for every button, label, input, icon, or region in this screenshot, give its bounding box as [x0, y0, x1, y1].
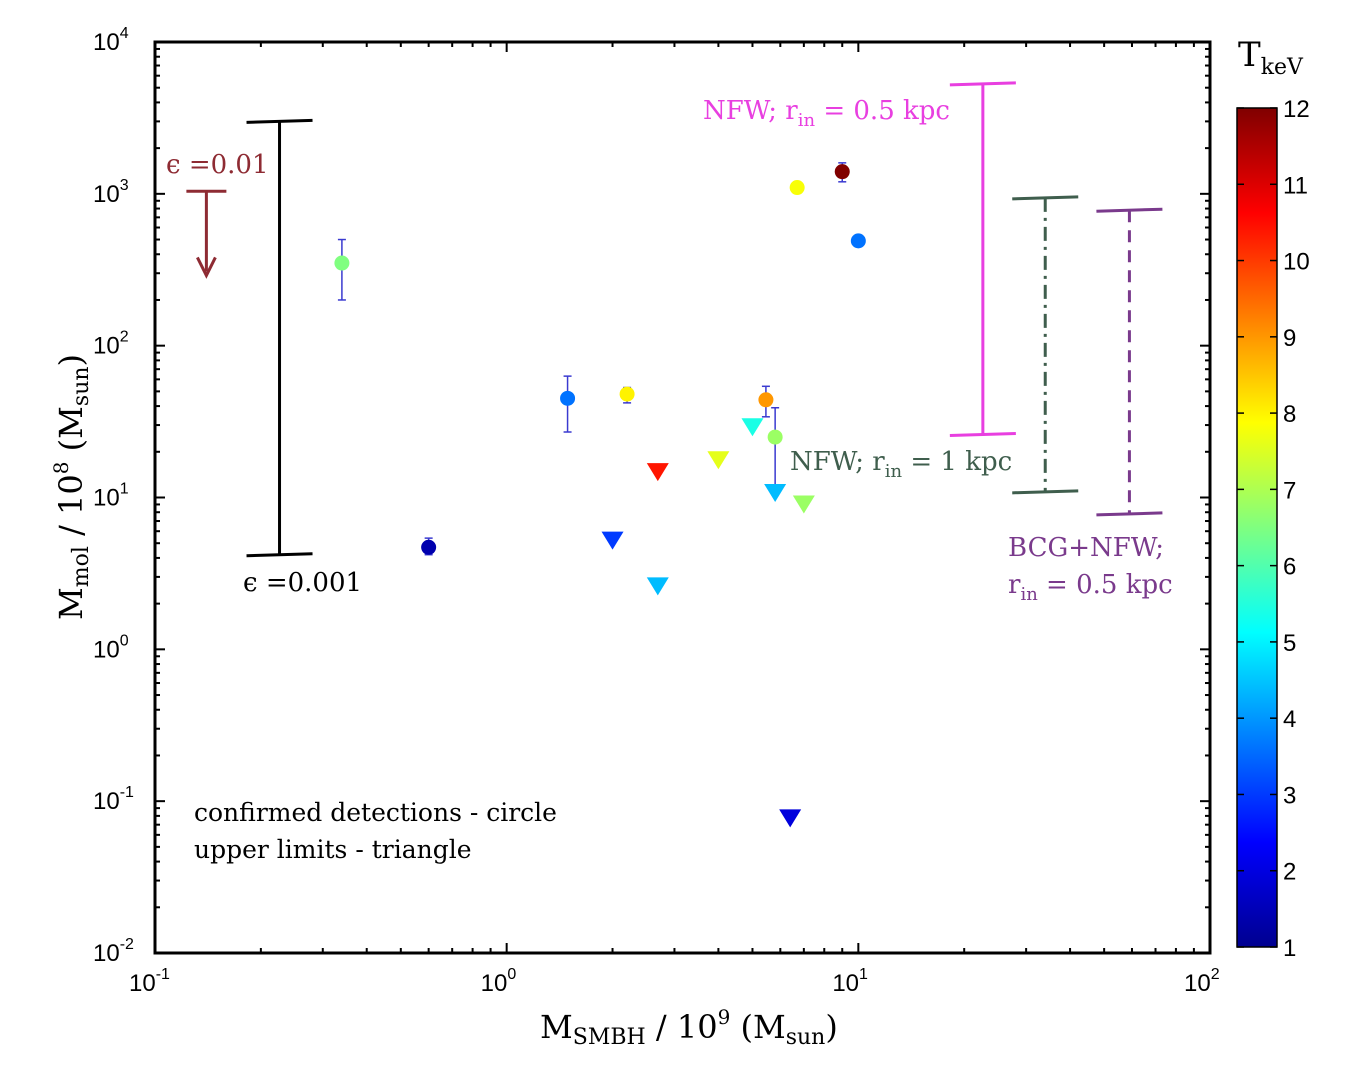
detection-point	[334, 255, 350, 271]
range-cap-bottom	[949, 431, 1016, 437]
colorbar	[1236, 107, 1278, 948]
colorbar-tick-label: 8	[1283, 401, 1296, 428]
detection-point	[850, 233, 866, 249]
colorbar-tick-label: 9	[1283, 325, 1296, 352]
colorbar-tick-label: 10	[1283, 249, 1310, 276]
colorbar-title: TkeV	[1238, 35, 1304, 80]
range-label: rin = 0.5 kpc	[1008, 570, 1173, 605]
upper-limit-point	[601, 531, 624, 550]
y-tick-label: 10-2	[93, 936, 134, 967]
range-label: BCG+NFW;	[1008, 533, 1164, 563]
x-tick-label: 10-1	[129, 966, 170, 997]
y-tick-label: 10-1	[93, 784, 134, 815]
y-tick-label: 101	[93, 481, 129, 512]
detection-point	[767, 429, 783, 445]
colorbar-tick-label: 5	[1283, 630, 1296, 657]
limit-arrow-head	[196, 256, 217, 279]
detection-point	[421, 539, 437, 555]
y-tick-label: 104	[93, 25, 129, 56]
range-cap-bottom	[1012, 489, 1079, 495]
colorbar-title-sub: keV	[1261, 55, 1304, 80]
upper-limit-point	[792, 495, 815, 514]
upper-limit-point	[707, 451, 730, 470]
x-tick-label: 101	[832, 966, 868, 997]
y-tick-label: 103	[93, 177, 129, 208]
detection-point	[619, 386, 635, 402]
colorbar-title-main: T	[1238, 35, 1261, 75]
upper-limit-point	[646, 463, 669, 482]
colorbar-tick-label: 6	[1283, 554, 1296, 581]
colorbar-tick-label: 1	[1283, 935, 1296, 962]
range-cap-top	[246, 118, 313, 124]
legend-circle: confirmed detections - circle	[194, 798, 557, 827]
x-tick-label: 102	[1184, 966, 1220, 997]
y-axis-label: Mmol​ / 108​ (Msun​)	[49, 354, 94, 620]
colorbar-tick-label: 2	[1283, 859, 1296, 886]
range-cap-bottom	[246, 552, 313, 558]
x-axis-label: MSMBH​ / 109​ (Msun​)	[540, 1005, 838, 1050]
detection-point	[758, 392, 774, 408]
range-label: NFW; rin = 0.5 kpc	[703, 96, 950, 131]
y-tick-label: 102	[93, 329, 129, 360]
legend-triangle: upper limits - triangle	[194, 835, 472, 864]
colorbar-tick-label: 11	[1283, 172, 1308, 199]
range-cap-bottom	[1096, 511, 1163, 517]
range-label: ϵ =0.001	[243, 568, 362, 598]
upper-limit-point	[764, 484, 787, 503]
colorbar-tick-label: 7	[1283, 477, 1296, 504]
colorbar-tick-label: 3	[1283, 782, 1296, 809]
range-cap-top	[1012, 195, 1079, 201]
upper-limit-point	[741, 418, 764, 437]
range-label: NFW; rin = 1 kpc	[790, 447, 1012, 482]
detection-point	[560, 390, 576, 406]
upper-limit-point	[646, 577, 669, 596]
range-cap-top	[949, 81, 1016, 87]
range-cap-top	[1096, 207, 1163, 213]
x-tick-label: 100	[481, 966, 517, 997]
arrow-label: ϵ =0.01	[166, 150, 269, 180]
colorbar-tick-label: 4	[1283, 706, 1296, 733]
upper-limit-point	[779, 809, 802, 828]
y-tick-label: 100	[93, 632, 129, 663]
colorbar-tick-label: 12	[1283, 96, 1310, 123]
detection-point	[834, 164, 850, 180]
detection-point	[789, 180, 805, 196]
